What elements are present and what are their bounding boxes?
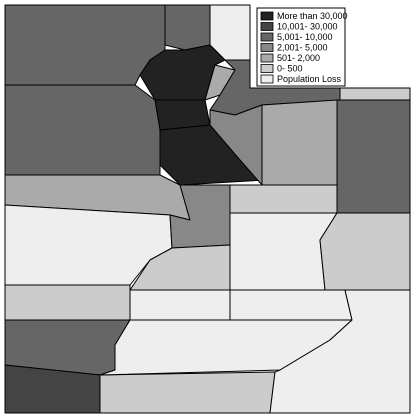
legend-label: 5,001- 10,000 bbox=[277, 32, 333, 42]
county bbox=[319, 212, 411, 291]
legend-label: 501- 2,000 bbox=[277, 53, 320, 63]
county bbox=[129, 289, 231, 321]
legend-label: 10,001- 30,000 bbox=[277, 21, 338, 31]
legend-swatch bbox=[260, 43, 274, 52]
county bbox=[269, 289, 411, 414]
county bbox=[99, 371, 276, 414]
legend-swatch bbox=[260, 32, 274, 42]
county bbox=[229, 184, 338, 214]
legend-swatch bbox=[260, 74, 274, 84]
legend-label: 2,001- 5,000 bbox=[277, 42, 328, 52]
counties bbox=[4, 4, 411, 414]
legend-label: Population Loss bbox=[277, 74, 342, 84]
legend-label: 0- 500 bbox=[277, 63, 303, 73]
legend-swatch bbox=[260, 22, 274, 31]
legend-swatch bbox=[260, 53, 274, 63]
county bbox=[4, 84, 161, 176]
legend-label: More than 30,000 bbox=[277, 11, 348, 21]
legend-swatch bbox=[260, 11, 274, 21]
county bbox=[336, 99, 411, 214]
county bbox=[261, 99, 338, 186]
county bbox=[4, 284, 131, 321]
legend-swatch bbox=[260, 64, 274, 73]
county bbox=[164, 4, 211, 51]
county bbox=[229, 289, 353, 321]
county bbox=[339, 87, 411, 101]
